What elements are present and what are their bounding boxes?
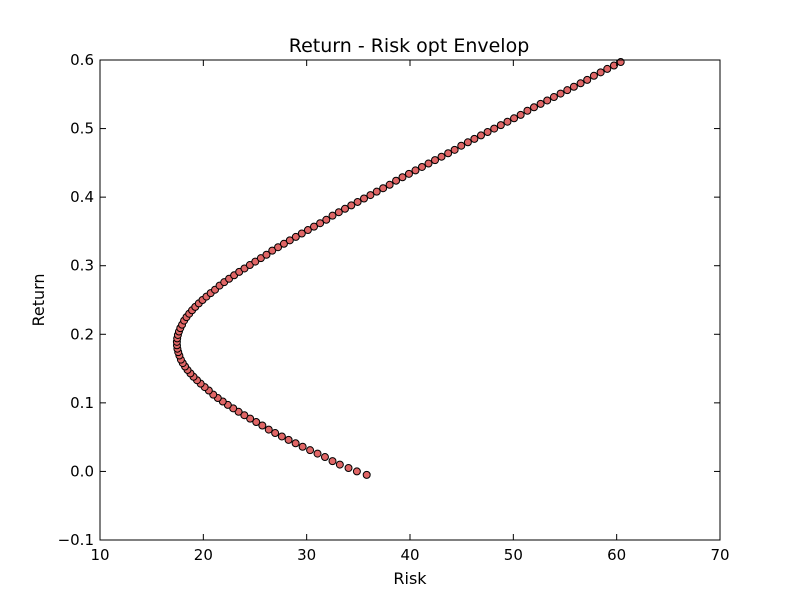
y-tick-label: 0.0 xyxy=(70,462,94,480)
chart-title: Return - Risk opt Envelop xyxy=(289,35,530,57)
data-point xyxy=(589,71,598,80)
plot-frame xyxy=(99,59,721,541)
data-point xyxy=(320,453,329,462)
data-point xyxy=(360,194,369,203)
data-point xyxy=(256,254,265,263)
data-point xyxy=(246,414,255,423)
data-point xyxy=(366,191,375,200)
data-point xyxy=(372,187,381,196)
y-tick-label: 0.6 xyxy=(70,51,94,69)
y-tick-label: −0.1 xyxy=(58,531,94,549)
data-point xyxy=(279,239,288,248)
data-point xyxy=(457,141,466,150)
data-point xyxy=(437,152,446,161)
data-point xyxy=(344,464,353,472)
data-point xyxy=(303,226,312,235)
data-point xyxy=(271,429,280,438)
data-point xyxy=(291,439,300,448)
data-point xyxy=(536,99,545,108)
x-tick-label: 70 xyxy=(710,546,729,564)
data-point xyxy=(503,117,512,126)
data-point xyxy=(274,243,283,252)
plot-area xyxy=(172,58,625,479)
data-point xyxy=(291,232,300,241)
data-point xyxy=(285,236,294,245)
data-point xyxy=(240,411,249,420)
data-point xyxy=(313,449,322,458)
y-tick-label: 0.4 xyxy=(70,188,94,206)
data-point xyxy=(251,257,260,266)
data-point xyxy=(264,425,273,434)
data-point xyxy=(298,442,307,451)
x-tick-label: 40 xyxy=(400,546,419,564)
y-tick-label: 0.3 xyxy=(70,257,94,275)
data-point xyxy=(563,86,572,95)
x-tick-label: 50 xyxy=(504,546,523,564)
data-point xyxy=(444,149,453,158)
data-point xyxy=(543,96,552,105)
data-point xyxy=(490,124,499,133)
data-point xyxy=(310,222,318,231)
data-point xyxy=(297,229,306,238)
data-point xyxy=(516,110,525,119)
axis-ticks: 10 20 30 40 50 60 70 −0.1 0.0 0.1 0.2 0.3 0.4 0.5 0.6 xyxy=(58,51,730,564)
data-point xyxy=(609,61,618,70)
data-point xyxy=(424,159,433,168)
data-point xyxy=(417,162,426,171)
x-tick-label: 60 xyxy=(607,546,626,564)
data-point xyxy=(398,173,407,182)
data-point xyxy=(576,79,585,88)
data-point xyxy=(258,421,267,430)
data-point xyxy=(328,211,337,220)
x-tick-label: 20 xyxy=(194,546,213,564)
data-point xyxy=(483,128,492,136)
data-point xyxy=(603,64,612,73)
y-tick-label: 0.5 xyxy=(70,120,94,138)
data-point xyxy=(496,121,505,130)
data-point xyxy=(523,106,532,115)
data-point xyxy=(476,131,485,140)
data-point xyxy=(404,169,413,178)
data-point xyxy=(510,114,519,123)
data-point xyxy=(277,432,286,441)
y-tick-label: 0.1 xyxy=(70,394,94,412)
data-point xyxy=(549,93,558,102)
data-point xyxy=(306,446,315,455)
data-point xyxy=(583,75,592,84)
data-point xyxy=(316,219,325,228)
y-axis-label: Return xyxy=(29,273,48,326)
data-point xyxy=(463,138,472,147)
data-point xyxy=(328,457,337,466)
data-point xyxy=(392,176,401,185)
data-point xyxy=(335,460,344,469)
data-point xyxy=(431,156,440,165)
data-point xyxy=(385,180,394,189)
data-point xyxy=(411,166,420,175)
data-point xyxy=(268,246,277,255)
data-point xyxy=(347,201,356,210)
data-point xyxy=(262,250,271,259)
data-point xyxy=(530,103,538,112)
data-point xyxy=(252,418,261,427)
data-point xyxy=(353,197,362,206)
data-point xyxy=(450,145,459,154)
data-point xyxy=(556,89,565,98)
data-point xyxy=(379,184,388,193)
data-point xyxy=(596,68,605,77)
data-point xyxy=(352,467,361,476)
y-tick-label: 0.2 xyxy=(70,325,94,343)
x-tick-label: 30 xyxy=(297,546,316,564)
data-point xyxy=(470,134,479,143)
data-point xyxy=(284,435,293,444)
data-point xyxy=(322,215,331,224)
x-axis-label: Risk xyxy=(393,569,427,588)
x-tick-label: 10 xyxy=(90,546,109,564)
data-point xyxy=(569,82,578,91)
data-point xyxy=(341,204,349,213)
data-point xyxy=(334,208,343,217)
data-point xyxy=(362,470,371,479)
